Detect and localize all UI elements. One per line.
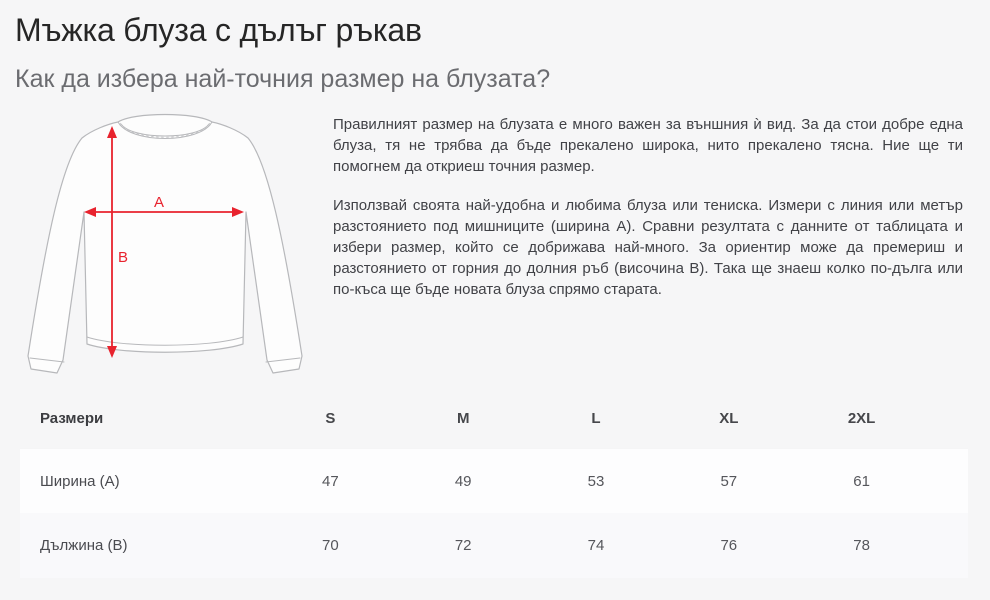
width-value-l: 53 <box>587 472 605 490</box>
table-header-size-l: L <box>591 409 601 427</box>
shirt-diagram-image: A B <box>27 113 303 374</box>
intro-text: Правилният размер на блузата е много важ… <box>333 100 963 300</box>
width-value-m: 49 <box>454 472 472 490</box>
width-label-a: A <box>154 194 164 211</box>
table-row-width: Ширина (A) 47 49 53 57 61 <box>20 448 968 513</box>
width-value-s: 47 <box>322 472 339 490</box>
intro-paragraph-1: Правилният размер на блузата е много важ… <box>333 116 963 175</box>
length-label-b: B <box>118 249 128 266</box>
left-cuff-line <box>29 357 65 363</box>
table-header-sizes: Размери <box>40 409 104 427</box>
length-value-l: 74 <box>587 537 605 554</box>
hem-band-line <box>86 336 244 346</box>
page-header: Мъжка блуза с дълъг ръкав Как да избера … <box>0 0 990 94</box>
intro-section: A B Правилният размер на блузата е много… <box>0 100 990 384</box>
table-header-size-s: S <box>325 409 336 427</box>
shirt-outline <box>27 113 303 374</box>
right-cuff-line <box>265 357 301 363</box>
length-value-2xl: 78 <box>853 537 870 554</box>
width-value-2xl: 61 <box>853 472 870 490</box>
length-value-m: 72 <box>454 537 472 554</box>
width-arrow-head-right <box>232 207 244 217</box>
row-label-length: Дължина (B) <box>40 537 128 554</box>
table-header-size-2xl: 2XL <box>847 409 876 427</box>
table-row-length: Дължина (B) 70 72 74 76 78 <box>20 513 968 578</box>
table-header-size-xl: XL <box>719 409 739 427</box>
intro-paragraph-2: Използвай своята най-удобна и любима блу… <box>333 197 963 298</box>
length-arrow-head-bottom <box>107 346 117 358</box>
size-table: Размери S M L XL 2XL Ширина (A) 47 49 53… <box>20 388 968 578</box>
page-title: Мъжка блуза с дълъг ръкав <box>15 12 422 48</box>
page-subtitle: Как да избера най-точния размер на блуза… <box>15 65 551 93</box>
collar-band-line <box>117 121 213 139</box>
length-arrow-head-top <box>107 126 117 138</box>
collar-rib-line <box>120 123 210 137</box>
length-value-s: 70 <box>322 537 339 554</box>
size-table-header-row: Размери S M L XL 2XL <box>20 388 968 448</box>
width-arrow-head-left <box>84 207 96 217</box>
width-value-xl: 57 <box>720 472 738 490</box>
shirt-measurement-figure: A B <box>20 100 320 384</box>
table-header-size-m: M <box>456 409 470 427</box>
row-label-width: Ширина (A) <box>40 472 120 490</box>
length-value-xl: 76 <box>720 537 738 554</box>
